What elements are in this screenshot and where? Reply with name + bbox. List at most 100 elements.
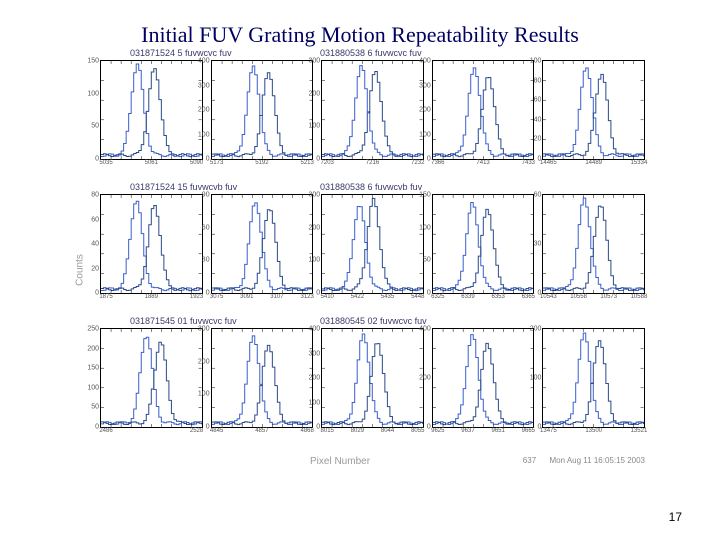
- x-tick-label: 13500: [585, 427, 602, 434]
- plot-svg: [322, 61, 423, 159]
- plot-svg: [101, 61, 202, 159]
- row-label-left: 031871545 01 fuvwcvc fuv: [130, 316, 237, 326]
- x-tick-label: 14489: [585, 159, 602, 166]
- x-tick-label: 1923: [190, 293, 203, 300]
- y-axis-label: Counts: [74, 254, 85, 286]
- spectrum-line: [101, 69, 202, 157]
- spectrum-line: [322, 334, 423, 424]
- x-tick-label: 15334: [631, 159, 648, 166]
- row-label-mid: 031880545 02 fuvwcvc fuv: [320, 316, 427, 326]
- x-tick-label: 7216: [366, 159, 379, 166]
- panel-row: 0204060801875188919230306090307530913107…: [100, 194, 645, 294]
- spectrum-line: [543, 206, 644, 290]
- y-tick-label: 400: [419, 326, 433, 333]
- x-tick-label: 5192: [255, 159, 268, 166]
- y-tick-label: 200: [309, 224, 323, 231]
- x-tick-label: 5090: [190, 159, 203, 166]
- x-tick-label: 9665: [522, 427, 535, 434]
- chart-panel: 05010015020025024862528: [100, 328, 203, 428]
- chart-grid: Counts Pixel Number 637 Mon Aug 11 16:05…: [100, 60, 645, 480]
- x-tick-label: 5435: [381, 293, 394, 300]
- y-tick-label: 300: [198, 82, 212, 89]
- plot-svg: [101, 329, 202, 427]
- page-title: Initial FUV Grating Motion Repeatability…: [0, 22, 720, 48]
- y-tick-label: 300: [309, 58, 323, 65]
- chart-panel: 02004009625963796519665: [432, 328, 535, 428]
- tick-marks: [101, 329, 202, 427]
- plot-svg: [322, 329, 423, 427]
- panel-row: 0501001505035506150900100200300400517351…: [100, 60, 645, 160]
- y-tick-label: 60: [534, 97, 544, 104]
- row-label-left: 031871524 15 fuvwcvb fuv: [130, 182, 237, 192]
- y-tick-label: 60: [534, 192, 544, 199]
- x-tick-label: 7366: [431, 159, 444, 166]
- plot-svg: [433, 195, 534, 293]
- x-tick-label: 6353: [491, 293, 504, 300]
- y-tick-label: 250: [87, 326, 101, 333]
- chart-panel: 0100200300484548574868: [211, 328, 314, 428]
- x-tick-label: 5035: [99, 159, 112, 166]
- spectrum-line: [543, 68, 644, 157]
- x-axis-label: Pixel Number: [310, 456, 370, 467]
- y-tick-label: 400: [198, 58, 212, 65]
- x-tick-label: 4845: [210, 427, 223, 434]
- x-tick-label: 8055: [411, 427, 424, 434]
- y-tick-label: 300: [309, 192, 323, 199]
- y-tick-label: 90: [202, 192, 212, 199]
- y-tick-label: 150: [419, 192, 433, 199]
- chart-panel: 0501001506325633963536365: [432, 194, 535, 294]
- y-tick-label: 100: [198, 391, 212, 398]
- tick-marks: [322, 329, 423, 427]
- spectrum-line: [433, 202, 534, 290]
- spectrum-line: [212, 73, 313, 157]
- x-tick-label: 10573: [600, 293, 617, 300]
- x-tick-label: 6325: [431, 293, 444, 300]
- x-tick-label: 4868: [300, 427, 313, 434]
- chart-panel: 01002003004008015802980448055: [321, 328, 424, 428]
- row-label-mid: 031880538 6 fuvwcvc fuv: [320, 48, 422, 58]
- spectrum-line: [543, 74, 644, 156]
- x-tick-label: 4857: [255, 427, 268, 434]
- y-tick-label: 50: [91, 123, 101, 130]
- y-tick-label: 300: [198, 326, 212, 333]
- spectrum-line: [433, 209, 534, 290]
- y-tick-label: 400: [419, 58, 433, 65]
- y-tick-label: 300: [309, 350, 323, 357]
- y-tick-label: 60: [202, 224, 212, 231]
- x-tick-label: 2528: [190, 427, 203, 434]
- tick-marks: [433, 61, 534, 159]
- chart-panel: 020406080187518891923: [100, 194, 203, 294]
- spectrum-line: [433, 335, 534, 425]
- y-tick-label: 30: [202, 257, 212, 264]
- y-tick-label: 60: [91, 216, 101, 223]
- spectrum-line: [433, 68, 534, 157]
- y-tick-label: 150: [87, 365, 101, 372]
- plot-svg: [433, 329, 534, 427]
- chart-panel: 0306010543105581057310588: [542, 194, 645, 294]
- y-tick-label: 150: [87, 58, 101, 65]
- x-tick-label: 3107: [270, 293, 283, 300]
- row-label-mid: 031880538 6 fuvwcvb fuv: [320, 182, 422, 192]
- x-tick-label: 10543: [540, 293, 557, 300]
- y-tick-label: 200: [87, 345, 101, 352]
- chart-panel: 0100200134751350013521: [542, 328, 645, 428]
- y-tick-label: 200: [419, 107, 433, 114]
- chart-panel: 050100150503550615090: [100, 60, 203, 160]
- x-tick-label: 10588: [631, 293, 648, 300]
- x-tick-label: 8029: [351, 427, 364, 434]
- x-tick-label: 9625: [431, 427, 444, 434]
- x-tick-label: 5173: [210, 159, 223, 166]
- plot-svg: [322, 195, 423, 293]
- x-tick-label: 6339: [461, 293, 474, 300]
- y-tick-label: 100: [198, 131, 212, 138]
- slide-page: Initial FUV Grating Motion Repeatability…: [0, 0, 720, 540]
- y-tick-label: 100: [419, 131, 433, 138]
- plot-svg: [212, 329, 313, 427]
- page-number: 17: [669, 510, 682, 524]
- plot-svg: [543, 329, 644, 427]
- x-tick-label: 2486: [99, 427, 112, 434]
- x-tick-label: 3123: [300, 293, 313, 300]
- y-tick-label: 100: [87, 384, 101, 391]
- y-tick-label: 400: [309, 326, 323, 333]
- y-tick-label: 200: [419, 375, 433, 382]
